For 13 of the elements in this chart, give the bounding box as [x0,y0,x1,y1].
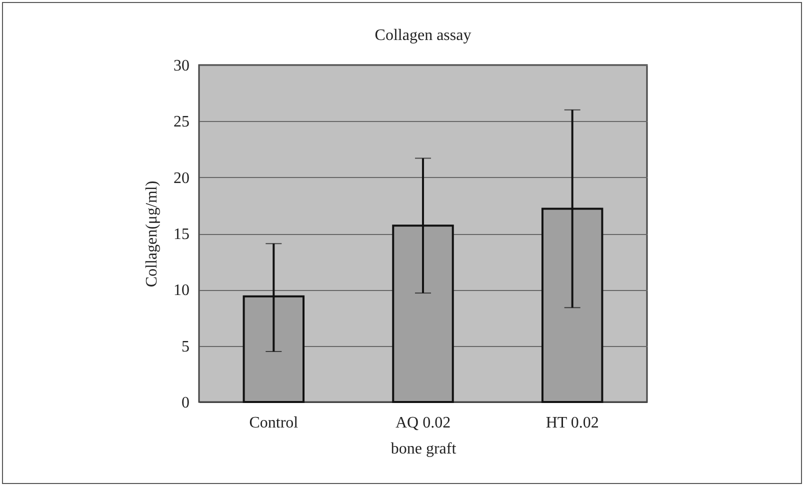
x-tick-label: AQ 0.02 [395,414,451,432]
y-tick-label: 20 [174,170,190,187]
y-tick-label: 0 [182,394,190,412]
y-tick-label: 10 [174,282,190,300]
x-tick-label: HT 0.02 [546,414,599,432]
y-tick-label: 30 [174,58,190,74]
chart-title: Collagen assay [374,27,472,44]
x-axis-title: bone graft [390,440,457,458]
x-tick-label: Control [249,414,299,432]
y-tick-label: 25 [174,114,190,131]
y-axis-title: Collagen(μg/ml) [144,180,160,288]
y-tick-label: 15 [174,226,190,243]
y-tick-label: 5 [182,338,190,356]
